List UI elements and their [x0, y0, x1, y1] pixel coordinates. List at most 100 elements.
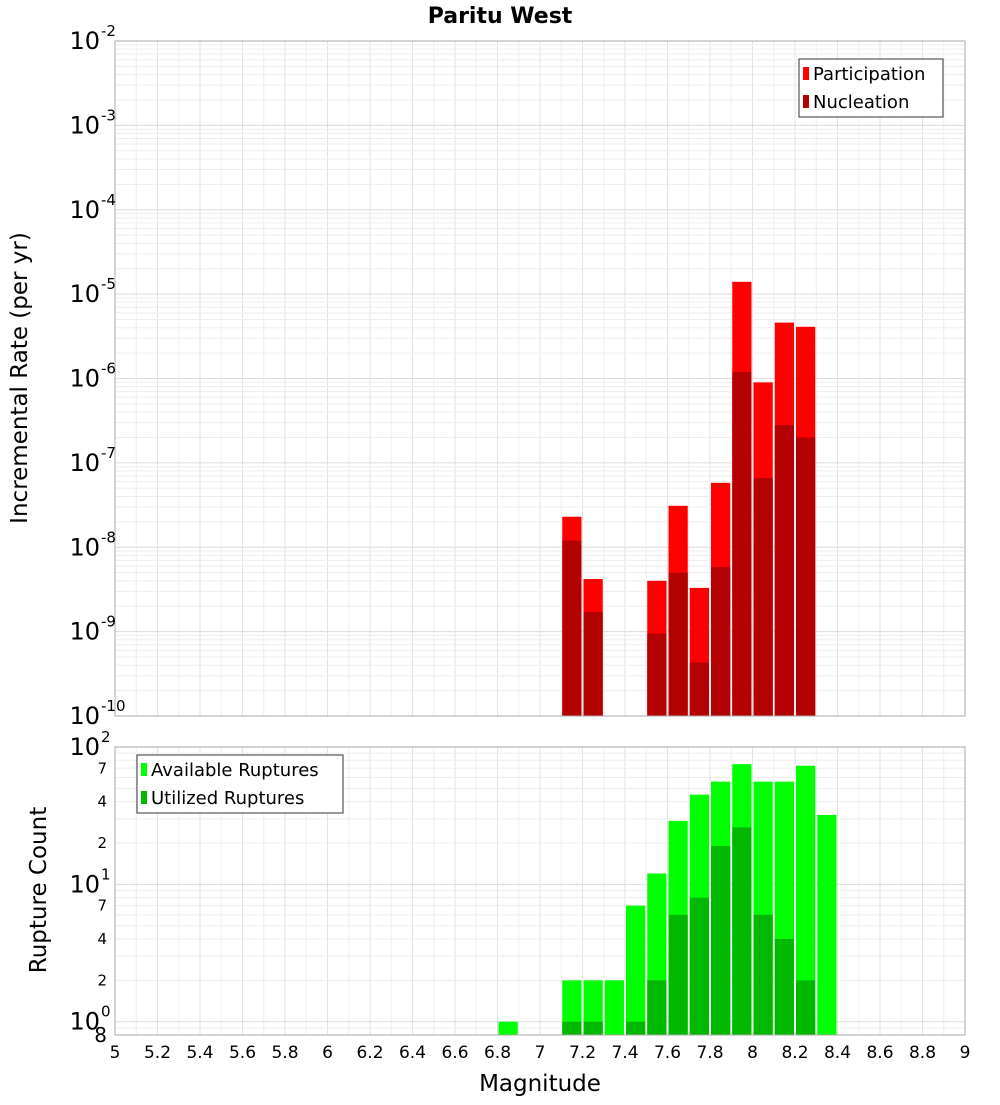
bar — [668, 572, 688, 716]
y-tick-label: 10 — [69, 533, 100, 561]
legend-label: Utilized Ruptures — [151, 788, 304, 809]
legend: Participation Nucleation — [798, 58, 944, 118]
bar — [817, 814, 837, 1035]
y-minor-tick-label: 7 — [97, 759, 107, 777]
y-tick-label: 10 — [69, 196, 100, 224]
bar — [732, 827, 752, 1035]
bar — [689, 662, 709, 716]
x-tick-label: 6.4 — [399, 1043, 426, 1063]
x-tick-label: 9 — [960, 1043, 971, 1063]
y-minor-tick-label: 2 — [97, 834, 107, 852]
y-tick-exponent: -6 — [101, 360, 116, 378]
y-minor-tick-label: 7 — [97, 897, 107, 915]
bar — [626, 1021, 646, 1035]
legend-swatch — [141, 791, 147, 804]
x-tick-label: 8.2 — [781, 1043, 808, 1063]
bar — [604, 980, 624, 1035]
y-tick-exponent: 0 — [101, 1003, 111, 1021]
x-axis-label: Magnitude — [479, 1071, 601, 1097]
y-tick-exponent: 1 — [101, 865, 111, 883]
series-nucleation — [562, 371, 816, 716]
bar — [689, 897, 709, 1035]
x-tick-label: 8.8 — [909, 1043, 936, 1063]
bar — [753, 478, 773, 716]
x-tick-label: 7.6 — [654, 1043, 681, 1063]
x-tick-label: 5.8 — [271, 1043, 298, 1063]
x-tick-label: 6.6 — [441, 1043, 468, 1063]
x-tick-labels: 5 5.2 5.4 5.6 5.8 6 6.2 6.4 6.6 6.8 7 7.2 7.4 7.6 7.8 8… — [110, 1043, 971, 1063]
x-tick-label: 6 — [322, 1043, 333, 1063]
bar — [583, 612, 603, 716]
bar — [562, 980, 582, 1035]
bar — [583, 980, 603, 1035]
y-tick-label: 10 — [69, 280, 100, 308]
y-tick-label: 10 — [69, 702, 100, 730]
y-tick-exponent: -10 — [101, 697, 126, 715]
bar — [562, 1021, 582, 1035]
series-utilized-ruptures — [562, 827, 816, 1035]
legend-box — [136, 754, 344, 814]
bar — [583, 1021, 603, 1035]
y-tick-label: 10 — [69, 1008, 100, 1036]
y-minor-tick-label: 4 — [97, 930, 107, 948]
legend-label: Available Ruptures — [151, 760, 319, 781]
y-tick-exponent: -3 — [101, 106, 116, 124]
x-tick-label: 7 — [535, 1043, 546, 1063]
bar — [774, 425, 794, 716]
bar — [668, 914, 688, 1035]
x-tick-label: 6.8 — [484, 1043, 511, 1063]
x-tick-label: 8.4 — [824, 1043, 851, 1063]
bar — [498, 1021, 518, 1035]
bar — [796, 437, 816, 716]
bar — [647, 633, 667, 716]
bar — [774, 939, 794, 1035]
bar — [753, 914, 773, 1035]
y-tick-exponent: -7 — [101, 444, 116, 462]
legend-box — [798, 58, 944, 118]
legend-label: Participation — [813, 64, 925, 85]
bar — [562, 540, 582, 716]
y-tick-exponent: -5 — [101, 275, 116, 293]
x-tick-label: 7.8 — [696, 1043, 723, 1063]
x-tick-label: 5 — [110, 1043, 121, 1063]
legend-swatch — [803, 67, 809, 80]
x-tick-label: 7.4 — [611, 1043, 638, 1063]
y-tick-exponent: -9 — [101, 613, 116, 631]
y-tick-exponent: 2 — [101, 728, 111, 746]
bar — [796, 765, 816, 1035]
y-tick-label: 10 — [69, 733, 100, 761]
y-tick-exponent: -4 — [101, 191, 116, 209]
bar — [647, 980, 667, 1035]
legend-swatch — [141, 763, 147, 776]
y-tick-label: 10 — [69, 449, 100, 477]
x-tick-label: 5.2 — [144, 1043, 171, 1063]
plot-frame — [114, 40, 966, 717]
x-tick-label: 7.2 — [569, 1043, 596, 1063]
plot-frame — [114, 746, 966, 1036]
y-minor-tick-label: 4 — [97, 793, 107, 811]
y-minor-tick-label: 8 — [94, 1023, 107, 1047]
y-tick-label: 10 — [69, 618, 100, 646]
y-tick-label: 10 — [69, 27, 100, 55]
bar — [711, 846, 731, 1035]
bar — [626, 905, 646, 1035]
legend: Available Ruptures Utilized Ruptures — [136, 754, 344, 814]
y-tick-exponent: -2 — [101, 22, 116, 40]
bottom-y-axis-label: Rupture Count — [26, 807, 52, 973]
chart-title: Paritu West — [428, 4, 573, 29]
x-tick-label: 5.6 — [229, 1043, 256, 1063]
legend-swatch — [803, 95, 809, 108]
top-y-axis-label: Incremental Rate (per yr) — [7, 232, 33, 524]
y-tick-label: 10 — [69, 870, 100, 898]
bar — [796, 980, 816, 1035]
x-tick-label: 6.2 — [356, 1043, 383, 1063]
y-tick-label: 10 — [69, 365, 100, 393]
y-tick-exponent: -8 — [101, 528, 116, 546]
bar — [711, 567, 731, 716]
